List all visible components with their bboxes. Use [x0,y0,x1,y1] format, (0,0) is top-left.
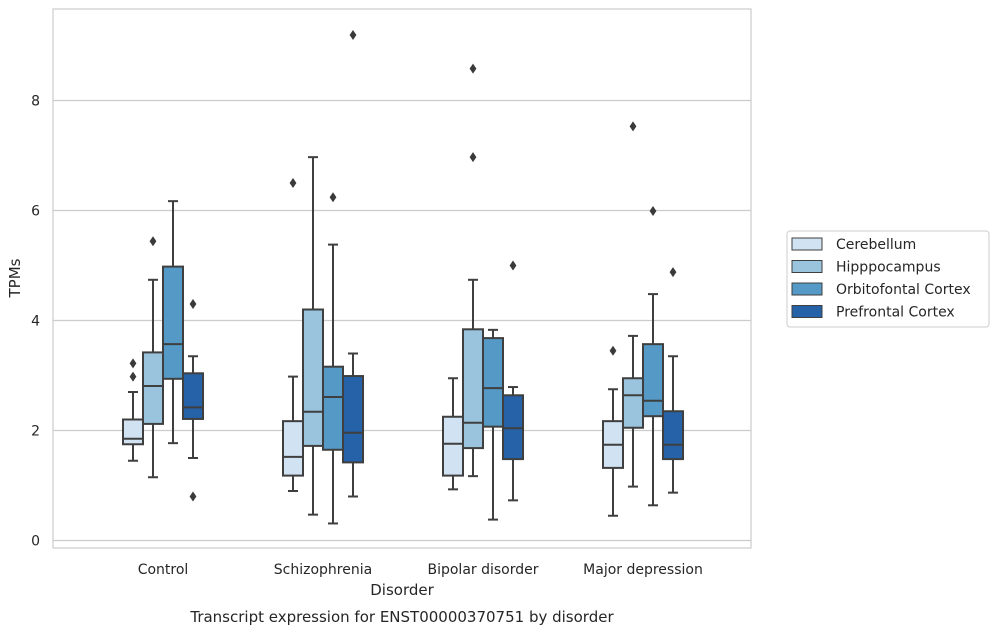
outlier-marker [149,236,157,247]
box-iqr [302,308,324,447]
chart-caption: Transcript expression for ENST0000037075… [189,608,614,626]
box-group [282,178,304,492]
box-group [142,236,164,479]
boxplot-series [122,30,684,525]
box-iqr [482,337,504,428]
outlier-marker [289,178,297,188]
outlier-marker [629,121,637,132]
x-axis-ticks: Control Schizophrenia Bipolar disorder Majo… [138,562,703,578]
box-iqr [622,377,644,429]
box-iqr [342,375,364,464]
box-iqr [442,415,464,477]
x-axis-title: Disorder [370,581,434,599]
box-iqr [122,418,144,446]
y-axis-ticks: 0 2 4 6 8 [31,94,40,550]
outlier-marker [469,152,477,163]
box-iqr [322,365,344,451]
box-iqr [502,394,524,461]
x-tick-label: Bipolar disorder [427,562,538,578]
outlier-marker [349,30,357,41]
legend-items: Cerebellum Hipppocampus Orbitofontal Corte… [791,237,971,321]
legend: Cerebellum Hipppocampus Orbitofontal Corte… [786,230,990,328]
box-iqr [162,265,184,380]
x-tick-label: Major depression [583,562,703,578]
outlier-marker [649,206,657,217]
outlier-marker [129,358,137,369]
legend-label: Orbitofontal Cortex [836,282,971,298]
legend-swatch [791,260,823,273]
legend-label: Prefrontal Cortex [836,305,955,321]
box-group [162,200,184,445]
legend-swatch [791,305,823,318]
y-tick-label: 0 [31,534,40,550]
outlier-marker [609,345,617,356]
legend-label: Hipppocampus [836,260,941,276]
box-group [622,121,644,488]
box-iqr [642,343,664,418]
box-group [442,377,464,491]
plot-background [53,9,751,548]
y-tick-label: 6 [31,204,40,220]
x-tick-label: Control [138,562,189,578]
y-tick-label: 2 [31,424,40,440]
legend-label: Cerebellum [836,237,916,253]
legend-swatch [791,282,823,296]
legend-swatch [791,237,823,251]
box-iqr [282,420,304,477]
box-group [602,345,624,517]
plot-frame [52,8,752,549]
outlier-marker [509,260,517,271]
box-group [642,206,664,507]
box-group [122,358,144,462]
box-iqr [182,372,204,420]
box-group [182,299,204,502]
y-tick-label: 4 [31,314,40,330]
outlier-marker [329,192,337,203]
outlier-marker [469,63,477,74]
box-group [662,267,684,494]
box-iqr [142,351,164,425]
outlier-marker [669,267,677,278]
outlier-marker [189,491,197,502]
outlier-marker [189,299,197,309]
y-axis-title: TPMs [6,258,24,298]
box-group [342,30,364,498]
legend-frame [786,230,990,328]
box-group [502,260,524,502]
box-iqr [462,328,484,450]
y-tick-label: 8 [31,94,40,110]
x-tick-label: Schizophrenia [274,562,372,578]
box-group [482,328,504,521]
box-iqr [662,410,684,461]
outlier-marker [129,371,137,382]
